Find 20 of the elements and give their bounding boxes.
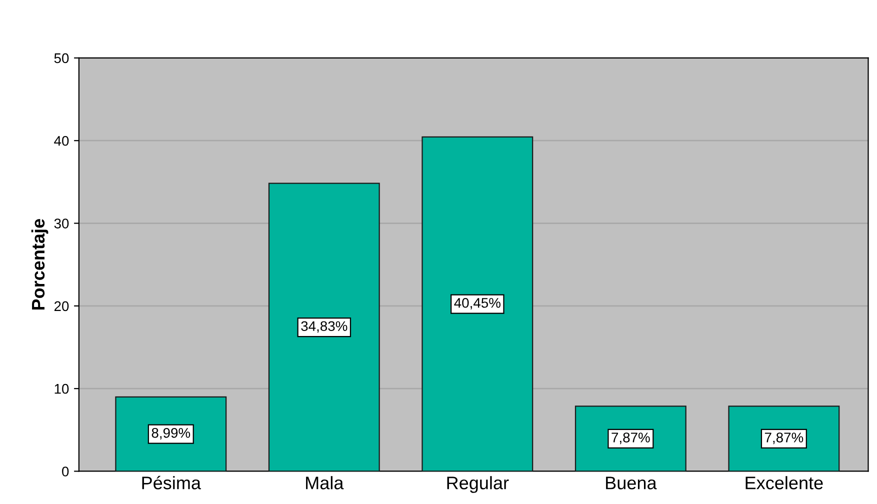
data-label: 7,87% (612, 432, 650, 444)
y-tick-label: 20 (54, 301, 69, 312)
bar (268, 182, 380, 472)
bar (422, 136, 534, 472)
bar (115, 396, 227, 472)
data-label: 8,99% (152, 428, 190, 440)
data-label: 7,87% (764, 432, 804, 444)
x-tick-label: Pésima (142, 476, 201, 490)
y-tick-label: 0 (62, 466, 69, 476)
x-tick-label: Buena (606, 476, 657, 490)
x-tick-label: Mala (306, 476, 344, 490)
y-tick-label: 50 (54, 53, 69, 64)
y-tick-label: 40 (54, 136, 69, 146)
data-label: 40,45% (454, 298, 500, 310)
x-tick-label: Excelente (746, 476, 823, 490)
x-tick-label: Regular (447, 476, 509, 493)
data-label: 34,83% (301, 321, 348, 333)
y-tick-label: 30 (54, 218, 69, 228)
y-axis-title: Porcentaje (31, 219, 48, 310)
y-tick-label: 10 (54, 384, 69, 394)
